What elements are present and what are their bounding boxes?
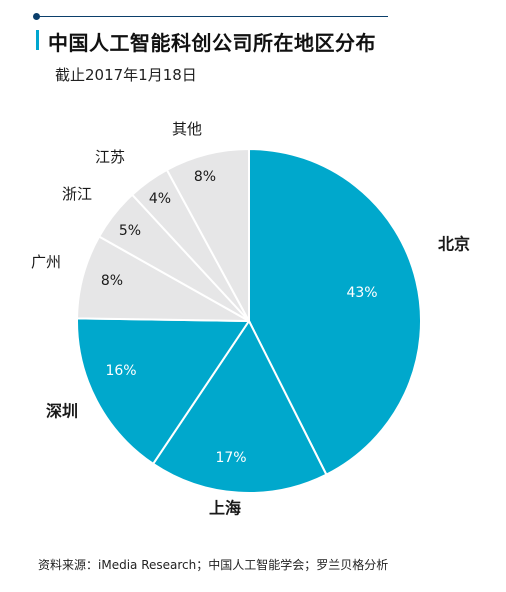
pie-slice-2 xyxy=(76,317,250,465)
slice-value-label-4: 5% xyxy=(119,223,141,239)
slice-value-label-6: 8% xyxy=(194,169,216,185)
slice-category-label-2: 深圳 xyxy=(46,402,78,421)
chart-title: 中国人工智能科创公司所在地区分布 xyxy=(48,31,376,55)
slice-value-label-0: 43% xyxy=(346,285,377,301)
slice-category-label-1: 上海 xyxy=(209,499,241,518)
slice-category-label-4: 浙江 xyxy=(62,185,92,203)
chart-subtitle: 截止2017年1月18日 xyxy=(55,66,197,84)
header-rule-dot xyxy=(33,13,40,20)
slice-category-label-0: 北京 xyxy=(438,235,470,254)
header-rule xyxy=(36,16,388,17)
slice-category-label-3: 广州 xyxy=(31,253,61,271)
slice-value-label-2: 16% xyxy=(105,363,136,379)
title-block: 中国人工智能科创公司所在地区分布 xyxy=(36,27,376,56)
source-note: 资料来源：iMedia Research；中国人工智能学会；罗兰贝格分析 xyxy=(38,558,389,572)
pie-slice-1 xyxy=(152,320,328,494)
slice-value-label-5: 4% xyxy=(149,191,171,207)
slice-value-label-3: 8% xyxy=(101,273,123,289)
slice-value-label-1: 17% xyxy=(215,450,246,466)
title-accent-bar xyxy=(36,30,39,53)
slice-category-label-5: 江苏 xyxy=(95,148,125,166)
pie-slice-6 xyxy=(165,148,250,322)
pie-slice-0 xyxy=(248,148,422,476)
slice-category-label-6: 其他 xyxy=(172,120,202,138)
